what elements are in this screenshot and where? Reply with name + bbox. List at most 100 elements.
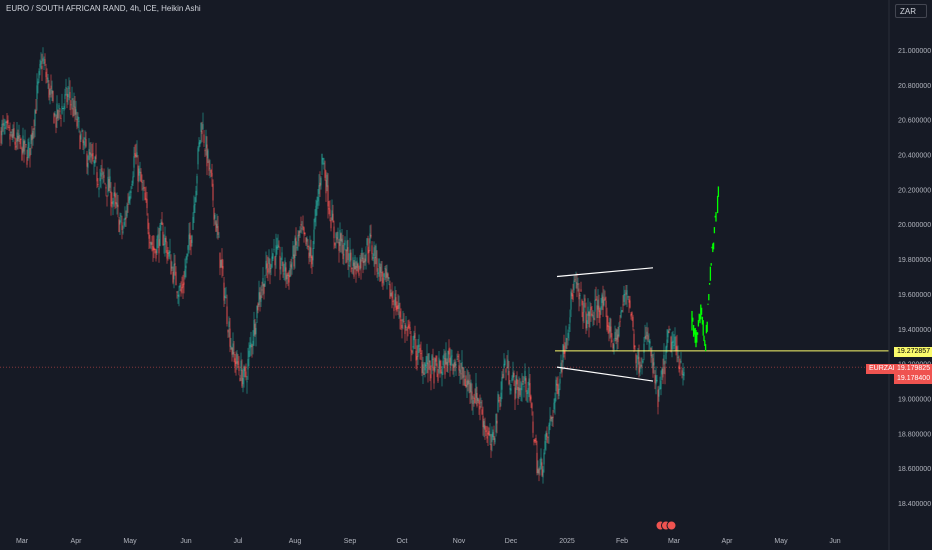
candle: [107, 167, 109, 197]
candle: [644, 324, 646, 343]
candle: [671, 332, 673, 358]
candle: [460, 363, 462, 380]
candle: [8, 124, 10, 131]
candle: [287, 271, 289, 287]
bid-price-badge: 19.178400: [894, 374, 932, 384]
candle: [312, 241, 314, 267]
x-tick-label: May: [123, 538, 137, 545]
candle: [559, 371, 561, 391]
candle: [252, 330, 254, 355]
candle: [586, 313, 588, 331]
candle: [68, 77, 70, 101]
candle: [584, 294, 586, 308]
candle: [525, 376, 527, 401]
y-tick-label: 19.800000: [898, 257, 931, 264]
event-icon: [666, 520, 677, 531]
candle: [492, 429, 494, 441]
candle: [298, 230, 300, 247]
candle: [102, 171, 104, 184]
price-axis[interactable]: 21.000000 20.800000 20.600000 20.400000 20.2…: [888, 0, 931, 550]
candle: [43, 56, 45, 71]
candle: [632, 314, 634, 331]
candle: [630, 312, 632, 320]
candle: [181, 276, 183, 294]
candle: [7, 115, 9, 129]
candle: [118, 217, 120, 233]
candle: [27, 138, 29, 161]
candle: [418, 334, 420, 354]
candle: [513, 370, 515, 387]
candle: [572, 283, 574, 303]
candle: [605, 296, 607, 318]
candle: [120, 212, 122, 223]
candle: [622, 295, 624, 313]
candle: [403, 313, 405, 324]
candle: [471, 383, 473, 411]
candle: [255, 322, 257, 347]
candle: [362, 252, 364, 274]
x-tick-label: Nov: [453, 538, 466, 545]
drawings-layer: [0, 186, 889, 382]
events-icons[interactable]: [655, 518, 681, 531]
candle: [462, 367, 464, 386]
candle: [642, 359, 644, 364]
candle: [413, 330, 415, 350]
candle: [646, 322, 648, 345]
candle: [626, 285, 628, 308]
candle: [477, 397, 479, 404]
candle: [594, 289, 596, 321]
candle: [299, 226, 301, 238]
candle: [185, 256, 187, 278]
candle: [501, 371, 503, 400]
candle: [189, 222, 191, 251]
candle: [478, 398, 480, 415]
candle: [108, 169, 110, 192]
candle: [448, 339, 450, 363]
candle: [205, 129, 207, 156]
candle: [258, 280, 260, 307]
candle: [226, 294, 228, 327]
candle: [214, 212, 216, 225]
candle: [276, 237, 278, 255]
candle: [141, 174, 143, 191]
candle: [186, 253, 188, 264]
candle: [589, 301, 591, 328]
candle: [517, 379, 519, 405]
candle: [451, 349, 453, 366]
candle: [188, 223, 190, 254]
x-tick-label: Apr: [722, 538, 734, 545]
candle: [504, 358, 506, 367]
candle: [275, 233, 277, 269]
candle: [641, 357, 643, 375]
candle: [614, 325, 616, 342]
currency-selector[interactable]: ZAR: [895, 4, 927, 18]
candle: [558, 383, 560, 399]
candle: [515, 375, 517, 399]
candle: [373, 241, 375, 267]
candle: [454, 358, 456, 372]
candle: [146, 191, 148, 216]
candle: [249, 337, 251, 357]
candle: [284, 257, 286, 282]
candle: [218, 232, 220, 238]
candle: [499, 396, 501, 411]
candle: [82, 129, 84, 150]
candle: [412, 336, 414, 354]
candle: [621, 309, 623, 313]
candle: [524, 363, 526, 384]
candle: [470, 379, 472, 404]
candle: [289, 261, 291, 278]
candle: [246, 375, 248, 394]
y-tick-label: 19.000000: [898, 396, 931, 403]
candle: [527, 381, 529, 403]
candle: [220, 259, 222, 268]
channel-upper-line: [556, 267, 654, 278]
candle: [397, 294, 399, 316]
candle: [98, 186, 100, 198]
candle: [534, 438, 536, 443]
candle: [328, 201, 330, 215]
time-axis[interactable]: Mar Apr May Jun Jul Aug Sep Oct Nov Dec 2025 Feb Mar…: [16, 538, 841, 545]
candle: [354, 254, 356, 270]
candle: [262, 267, 264, 296]
